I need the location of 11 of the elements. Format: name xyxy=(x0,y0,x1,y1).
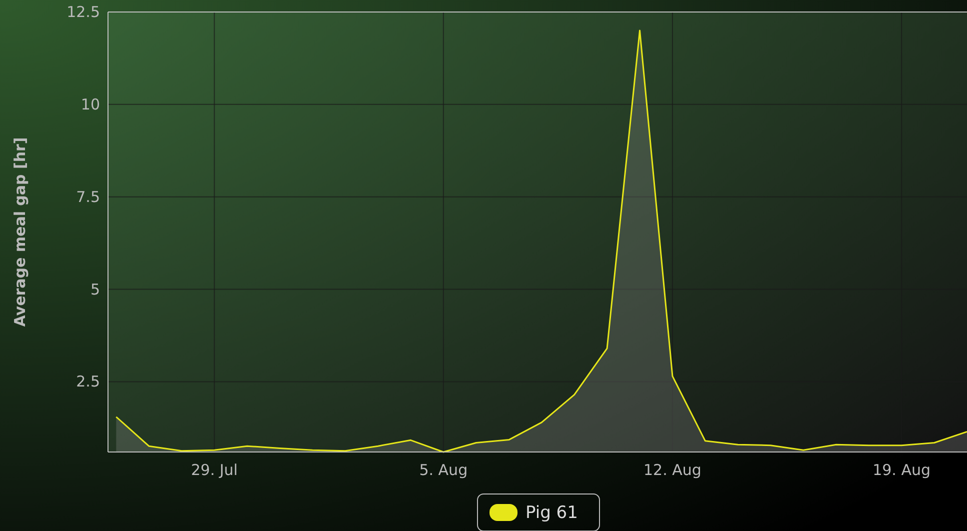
x-tick-label: 29. Jul xyxy=(190,461,238,479)
y-tick-label: 12.5 xyxy=(66,3,100,21)
y-tick-label: 10 xyxy=(80,95,100,114)
y-axis-title: Average meal gap [hr] xyxy=(11,137,29,327)
y-tick-label: 2.5 xyxy=(76,372,100,391)
y-tick-label: 7.5 xyxy=(76,188,100,206)
x-tick-label: 19. Aug xyxy=(872,461,931,479)
x-tick-label: 5. Aug xyxy=(419,461,468,479)
x-tick-label: 12. Aug xyxy=(644,461,702,479)
legend-label: Pig 61 xyxy=(526,503,578,523)
y-tick-label: 5 xyxy=(90,280,100,298)
